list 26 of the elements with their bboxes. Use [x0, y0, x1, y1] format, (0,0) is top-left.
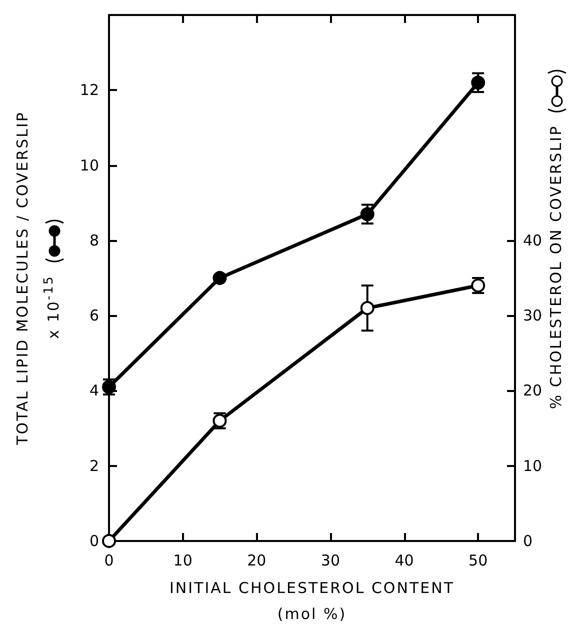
x-tick-label: 40: [394, 552, 414, 570]
y-tick-label: 4: [89, 382, 99, 400]
y2-tick-label: 0: [523, 532, 533, 550]
point: [360, 301, 374, 316]
y-tick-label: 0: [89, 532, 99, 550]
point: [102, 380, 116, 394]
x-tick-label: 0: [104, 552, 114, 570]
y2-tick-label: 20: [523, 382, 542, 400]
y2-tick-label: 10: [523, 456, 542, 475]
y-tick-label: 10: [80, 156, 99, 174]
point: [471, 76, 486, 90]
x-tick-label: 30: [320, 552, 340, 570]
y2-axis-title: % CHOLESTEROL ON COVERSLIP: [546, 124, 566, 410]
x-tick-label: 20: [247, 552, 266, 570]
point: [360, 207, 374, 222]
y2-tick-label: 30: [523, 306, 542, 325]
point: [212, 271, 227, 285]
y-tick-label: 6: [89, 306, 99, 325]
y-tick-label: 12: [80, 81, 99, 100]
x-axis-title: INITIAL CHOLESTEROL CONTENT (mol %): [170, 578, 454, 625]
y2-tick-label: 40: [523, 231, 542, 250]
point: [102, 534, 116, 548]
x-tick-label: 10: [173, 552, 192, 570]
x-tick-label: 50: [468, 552, 488, 570]
y-tick-label: 2: [89, 456, 99, 475]
y-tick-label: 8: [89, 231, 99, 250]
